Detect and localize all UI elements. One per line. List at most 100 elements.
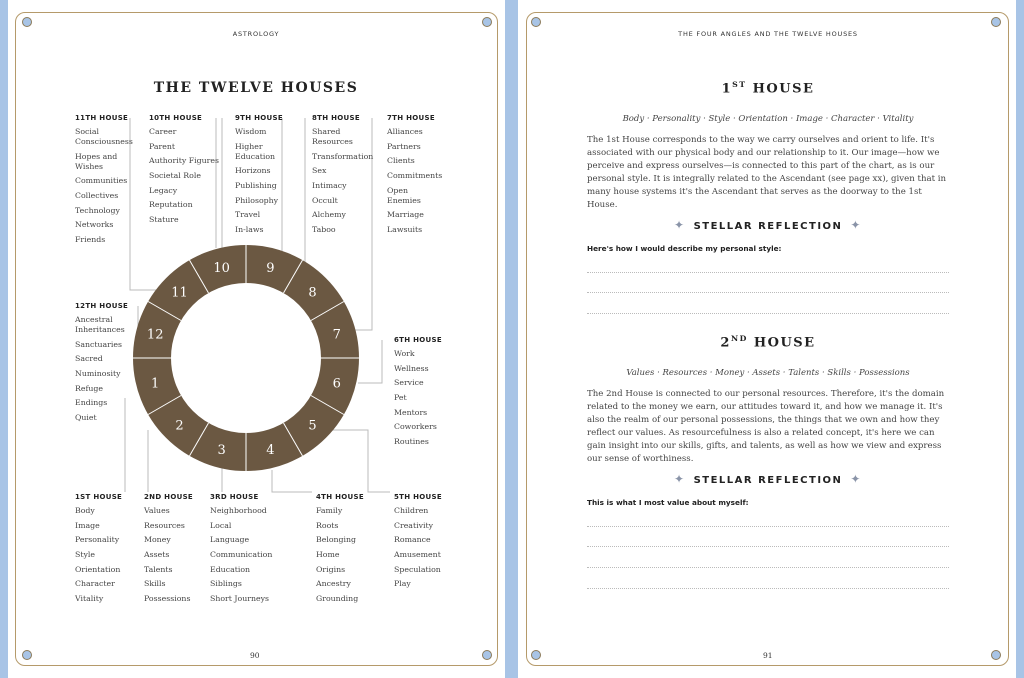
house-keyword: Commitments xyxy=(387,171,443,181)
house-keyword: Wellness xyxy=(394,363,429,373)
house-keyword: Amusement xyxy=(394,550,441,560)
house-keyword: Endings xyxy=(75,398,108,408)
page-number: 91 xyxy=(763,651,773,660)
house-keyword: Local xyxy=(210,520,232,530)
house-keyword: Travel xyxy=(235,210,261,220)
house-keyword: Creativity xyxy=(394,520,434,530)
house-number-12: 12 xyxy=(147,328,164,343)
house-keyword: Reputation xyxy=(149,200,193,210)
house-heading: 7TH HOUSE xyxy=(387,114,435,122)
house-keyword: Friends xyxy=(75,235,106,245)
house-keyword: Parent xyxy=(149,141,176,151)
house-list-8: 8TH HOUSE Shared Resources Transformation S… xyxy=(312,113,373,240)
house-keyword: Romance xyxy=(394,535,431,545)
house-keyword: Service xyxy=(394,378,424,388)
house-heading: 10TH HOUSE xyxy=(149,114,203,122)
house-keyword: Occult xyxy=(312,195,338,205)
corner-ornament xyxy=(991,17,1001,27)
house-heading: 1ST HOUSE xyxy=(75,493,123,501)
house-keyword: Speculation xyxy=(394,564,441,574)
house-heading: 5TH HOUSE xyxy=(394,493,442,501)
house-keyword: Social Consciousness xyxy=(75,127,133,146)
house-keyword: Mentors xyxy=(394,407,428,417)
keywords: Values · Resources · Money · Assets · Ta… xyxy=(626,368,910,378)
house-number-1: 1 xyxy=(151,376,159,391)
wheel-divider xyxy=(283,259,303,294)
house-keyword: Possessions xyxy=(144,594,191,604)
writing-line[interactable] xyxy=(587,526,949,527)
stellar-reflection-heading: ✦ STELLAR REFLECTION ✦ xyxy=(674,218,862,232)
house-keyword: Authority Figures xyxy=(149,156,219,166)
wheel-divider xyxy=(147,301,182,321)
house-keyword: Open Enemies xyxy=(387,185,421,205)
writing-line[interactable] xyxy=(587,292,949,293)
house-heading: 4TH HOUSE xyxy=(316,493,364,501)
wheel-divider xyxy=(310,395,345,415)
house-heading: 2ND HOUSE xyxy=(144,493,193,501)
writing-line[interactable] xyxy=(587,546,949,547)
house-keyword: Refuge xyxy=(75,383,103,393)
running-head: ASTROLOGY xyxy=(232,30,280,38)
house-keyword: Image xyxy=(75,520,100,530)
connector-line xyxy=(355,118,373,331)
house-keyword: Personality xyxy=(75,535,120,545)
house-list-5: 5TH HOUSE Children Creativity Romance Amusem… xyxy=(394,492,442,594)
house-keyword: Character xyxy=(75,579,115,589)
page-border xyxy=(15,12,498,666)
corner-ornament xyxy=(482,650,492,660)
house-number-4: 4 xyxy=(266,443,274,458)
house-keyword: Higher Education xyxy=(235,141,276,161)
house-list-10: 10TH HOUSE Career Parent Authority Figures S… xyxy=(149,113,219,230)
house-heading: 6TH HOUSE xyxy=(394,336,442,344)
house-list-12: 12TH HOUSE Ancestral Inheritances Sanctuar… xyxy=(75,301,128,428)
page-title: THE TWELVE HOUSES xyxy=(153,80,359,96)
house-heading: 9TH HOUSE xyxy=(235,114,283,122)
house-keyword: Collectives xyxy=(75,191,119,201)
right-page xyxy=(518,0,1016,678)
house-keyword: Assets xyxy=(144,550,170,560)
corner-ornament xyxy=(531,17,541,27)
reflection-prompt: Here's how I would describe my personal … xyxy=(587,244,782,253)
house-keyword: Orientation xyxy=(75,564,121,574)
house-keyword: Language xyxy=(210,535,250,545)
connector-line xyxy=(271,470,312,493)
house-keyword: Hopes and Wishes xyxy=(75,151,118,171)
house-number-8: 8 xyxy=(308,286,316,301)
house-heading: 8TH HOUSE xyxy=(312,114,360,122)
house-keyword: Lawsuits xyxy=(387,225,423,235)
house-keyword: Alliances xyxy=(387,127,423,136)
house-keyword: Children xyxy=(394,506,429,515)
wheel-divider xyxy=(283,422,303,457)
house-list-9: 9TH HOUSE Wisdom Higher Education Horizons P… xyxy=(235,113,283,240)
house-keyword: Societal Role xyxy=(149,171,201,181)
house-keyword: Coworkers xyxy=(394,422,437,432)
house-number-9: 9 xyxy=(266,261,274,276)
star-icon: ✦ xyxy=(674,472,686,486)
writing-line[interactable] xyxy=(587,588,949,589)
house-number-11: 11 xyxy=(171,286,188,301)
house-keyword: Intimacy xyxy=(312,181,347,191)
house-keyword: Belonging xyxy=(316,535,357,545)
wheel-divider xyxy=(147,395,182,415)
house-keyword: Clients xyxy=(387,156,415,166)
house-keyword: Short Journeys xyxy=(210,594,270,604)
house-keyword: Publishing xyxy=(235,181,277,191)
house-keyword: Family xyxy=(316,506,343,515)
connector-line xyxy=(358,340,383,384)
running-head: THE FOUR ANGLES AND THE TWELVE HOUSES xyxy=(678,30,858,38)
section-title-2nd-house: 2ND HOUSE xyxy=(720,334,816,351)
wheel-divider xyxy=(310,301,345,321)
house-keyword: Work xyxy=(394,349,415,358)
house-list-7: 7TH HOUSE Alliances Partners Clients Commitm… xyxy=(387,113,442,240)
house-keyword: Stature xyxy=(149,215,179,225)
house-keyword: Sex xyxy=(312,166,327,176)
house-keyword: Horizons xyxy=(235,166,271,176)
house-keyword: Play xyxy=(394,579,411,589)
writing-line[interactable] xyxy=(587,272,949,273)
house-keyword: Roots xyxy=(316,520,339,530)
house-number-6: 6 xyxy=(333,376,341,391)
writing-line[interactable] xyxy=(587,313,949,314)
house-keyword: Alchemy xyxy=(312,210,346,220)
writing-line[interactable] xyxy=(587,567,949,568)
